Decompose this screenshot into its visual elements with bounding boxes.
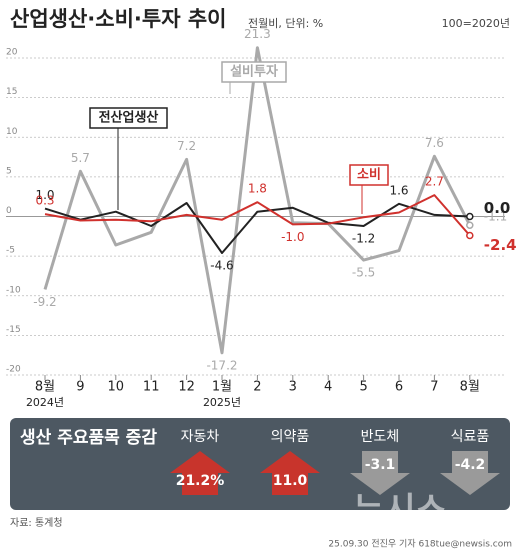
- legend-box: [221, 61, 287, 83]
- year-label: 2024년: [26, 396, 64, 409]
- y-tick-label: 15: [6, 87, 17, 97]
- series-line: [44, 202, 470, 254]
- base-note: 100=2020년: [442, 17, 510, 30]
- data-label: -1.1: [484, 210, 507, 224]
- data-label: -17.2: [206, 358, 237, 372]
- legend-label: 설비투자: [230, 65, 278, 80]
- x-tick-label: 2: [253, 380, 261, 395]
- watermark: 뉴시스: [353, 491, 447, 531]
- data-label: -4.6: [210, 258, 233, 272]
- series-line: [43, 46, 472, 355]
- data-label: 1.8: [248, 182, 267, 196]
- y-tick-label: 0: [6, 206, 12, 216]
- end-marker: [466, 221, 474, 229]
- item-name: 반도체: [361, 429, 400, 445]
- data-label: 7.6: [425, 136, 444, 150]
- data-label: 7.2: [177, 139, 196, 153]
- x-tick-label: 12: [178, 380, 195, 395]
- data-label: 2.7: [425, 175, 444, 189]
- y-tick-label: -20: [6, 365, 21, 375]
- legend-label: 전산업생산: [99, 110, 159, 126]
- credit: 25.09.30 전진우 기자 618tue@newsis.com: [328, 539, 512, 550]
- item-label: 21.2%: [176, 473, 225, 489]
- end-marker: [466, 212, 474, 221]
- y-tick-label: 10: [6, 127, 18, 137]
- title: 산업생산·소비·투자 추이: [10, 7, 226, 31]
- data-label: -2.4: [484, 236, 517, 254]
- data-label: 0.3: [35, 194, 54, 208]
- data-label: -1.0: [281, 230, 304, 244]
- x-tick-label: 10: [108, 380, 125, 395]
- y-tick-label: 20: [6, 48, 18, 58]
- x-tick-label: 8월: [460, 380, 480, 395]
- item-name: 의약품: [271, 429, 310, 445]
- item-arrow: [350, 451, 410, 495]
- x-tick-label: 11: [143, 380, 160, 395]
- x-tick-label: 8월: [35, 380, 55, 395]
- data-label: 21.3: [244, 27, 271, 41]
- data-label: -5.5: [352, 266, 375, 280]
- item-arrow: [440, 451, 500, 495]
- subtitle: 전월비, 단위: %: [248, 17, 323, 30]
- data-label: 1.6: [389, 183, 408, 197]
- item-label: -4.2: [455, 457, 486, 473]
- data-label: 0.0: [484, 199, 511, 217]
- end-marker: [466, 231, 474, 240]
- y-tick-label: -10: [6, 285, 21, 295]
- data-label: -1.2: [352, 232, 375, 246]
- item-arrow: [260, 451, 320, 495]
- data-label: -9.2: [33, 295, 56, 309]
- source: 자료: 통계청: [10, 517, 63, 529]
- x-tick-label: 1월: [212, 380, 232, 395]
- legend-box: [89, 107, 168, 129]
- y-tick-label: -5: [6, 246, 15, 256]
- y-tick-label: -15: [6, 325, 21, 335]
- item-arrow: [170, 451, 230, 495]
- item-label: 11.0: [273, 473, 308, 489]
- legend-box: [349, 164, 389, 186]
- x-tick-label: 5: [359, 380, 367, 395]
- y-tick-label: 5: [6, 166, 12, 176]
- series-line: [44, 194, 471, 237]
- panel-title: 생산 주요품목 증감: [20, 428, 157, 448]
- legend-label: 소비: [357, 168, 381, 183]
- year-label: 2025년: [203, 396, 241, 409]
- x-tick-label: 3: [289, 380, 297, 395]
- data-label: 1.0: [35, 188, 54, 202]
- item-name: 식료품: [451, 429, 490, 445]
- x-tick-label: 4: [324, 380, 332, 395]
- x-tick-label: 7: [430, 380, 438, 395]
- x-tick-label: 6: [395, 380, 403, 395]
- data-label: 5.7: [71, 151, 90, 165]
- x-tick-label: 9: [76, 380, 84, 395]
- item-label: -3.1: [365, 457, 396, 473]
- item-name: 자동차: [181, 429, 220, 445]
